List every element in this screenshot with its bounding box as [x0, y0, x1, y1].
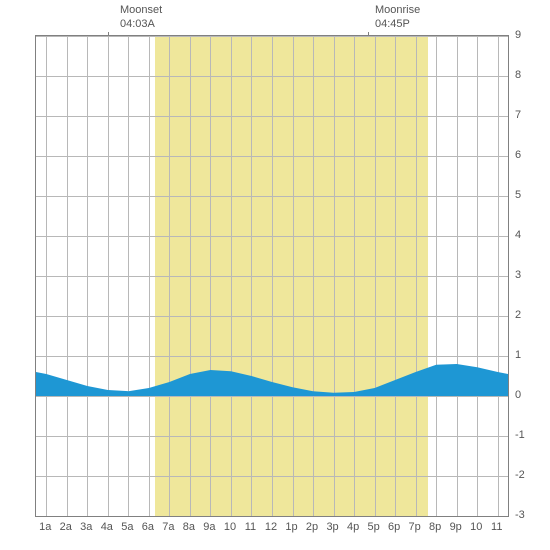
- x-tick-label: 8p: [429, 521, 441, 533]
- x-tick-label: 7p: [409, 521, 421, 533]
- y-tick-label: -2: [515, 469, 525, 481]
- tide-chart: 1a2a3a4a5a6a7a8a9a1011121p2p3p4p5p6p7p8p…: [0, 0, 550, 550]
- x-tick-label: 9a: [203, 521, 215, 533]
- x-tick-label: 3p: [326, 521, 338, 533]
- y-tick-label: 4: [515, 229, 521, 241]
- annotation-moonrise: Moonrise04:45P: [375, 3, 420, 31]
- x-tick-label: 2p: [306, 521, 318, 533]
- plot-area: [35, 35, 509, 517]
- x-tick-label: 4p: [347, 521, 359, 533]
- x-tick-label: 5a: [121, 521, 133, 533]
- y-tick-label: 8: [515, 69, 521, 81]
- x-tick-label: 1p: [285, 521, 297, 533]
- annotation-time: 04:45P: [375, 17, 420, 31]
- annotation-moonset: Moonset04:03A: [120, 3, 162, 31]
- x-tick-label: 2a: [60, 521, 72, 533]
- y-tick-label: -1: [515, 429, 525, 441]
- x-tick-label: 5p: [367, 521, 379, 533]
- x-tick-label: 1a: [39, 521, 51, 533]
- tide-area: [36, 36, 508, 516]
- y-tick-label: 0: [515, 389, 521, 401]
- y-tick-label: 7: [515, 109, 521, 121]
- annotation-time: 04:03A: [120, 17, 162, 31]
- x-tick-label: 6a: [142, 521, 154, 533]
- x-tick-label: 10: [470, 521, 482, 533]
- y-tick-label: 1: [515, 349, 521, 361]
- annotation-tick: [108, 32, 109, 35]
- y-tick-label: 6: [515, 149, 521, 161]
- x-tick-label: 12: [265, 521, 277, 533]
- x-tick-label: 3a: [80, 521, 92, 533]
- x-tick-label: 8a: [183, 521, 195, 533]
- x-tick-label: 6p: [388, 521, 400, 533]
- y-tick-label: -3: [515, 509, 525, 521]
- y-tick-label: 9: [515, 29, 521, 41]
- y-tick-label: 2: [515, 309, 521, 321]
- x-tick-label: 11: [491, 521, 502, 533]
- gridline-h: [36, 516, 508, 517]
- x-tick-label: 4a: [101, 521, 113, 533]
- annotation-title: Moonrise: [375, 3, 420, 17]
- x-tick-label: 7a: [162, 521, 174, 533]
- annotation-title: Moonset: [120, 3, 162, 17]
- x-tick-label: 11: [245, 521, 256, 533]
- annotation-tick: [368, 32, 369, 35]
- x-tick-label: 10: [224, 521, 236, 533]
- x-tick-label: 9p: [450, 521, 462, 533]
- y-tick-label: 5: [515, 189, 521, 201]
- y-tick-label: 3: [515, 269, 521, 281]
